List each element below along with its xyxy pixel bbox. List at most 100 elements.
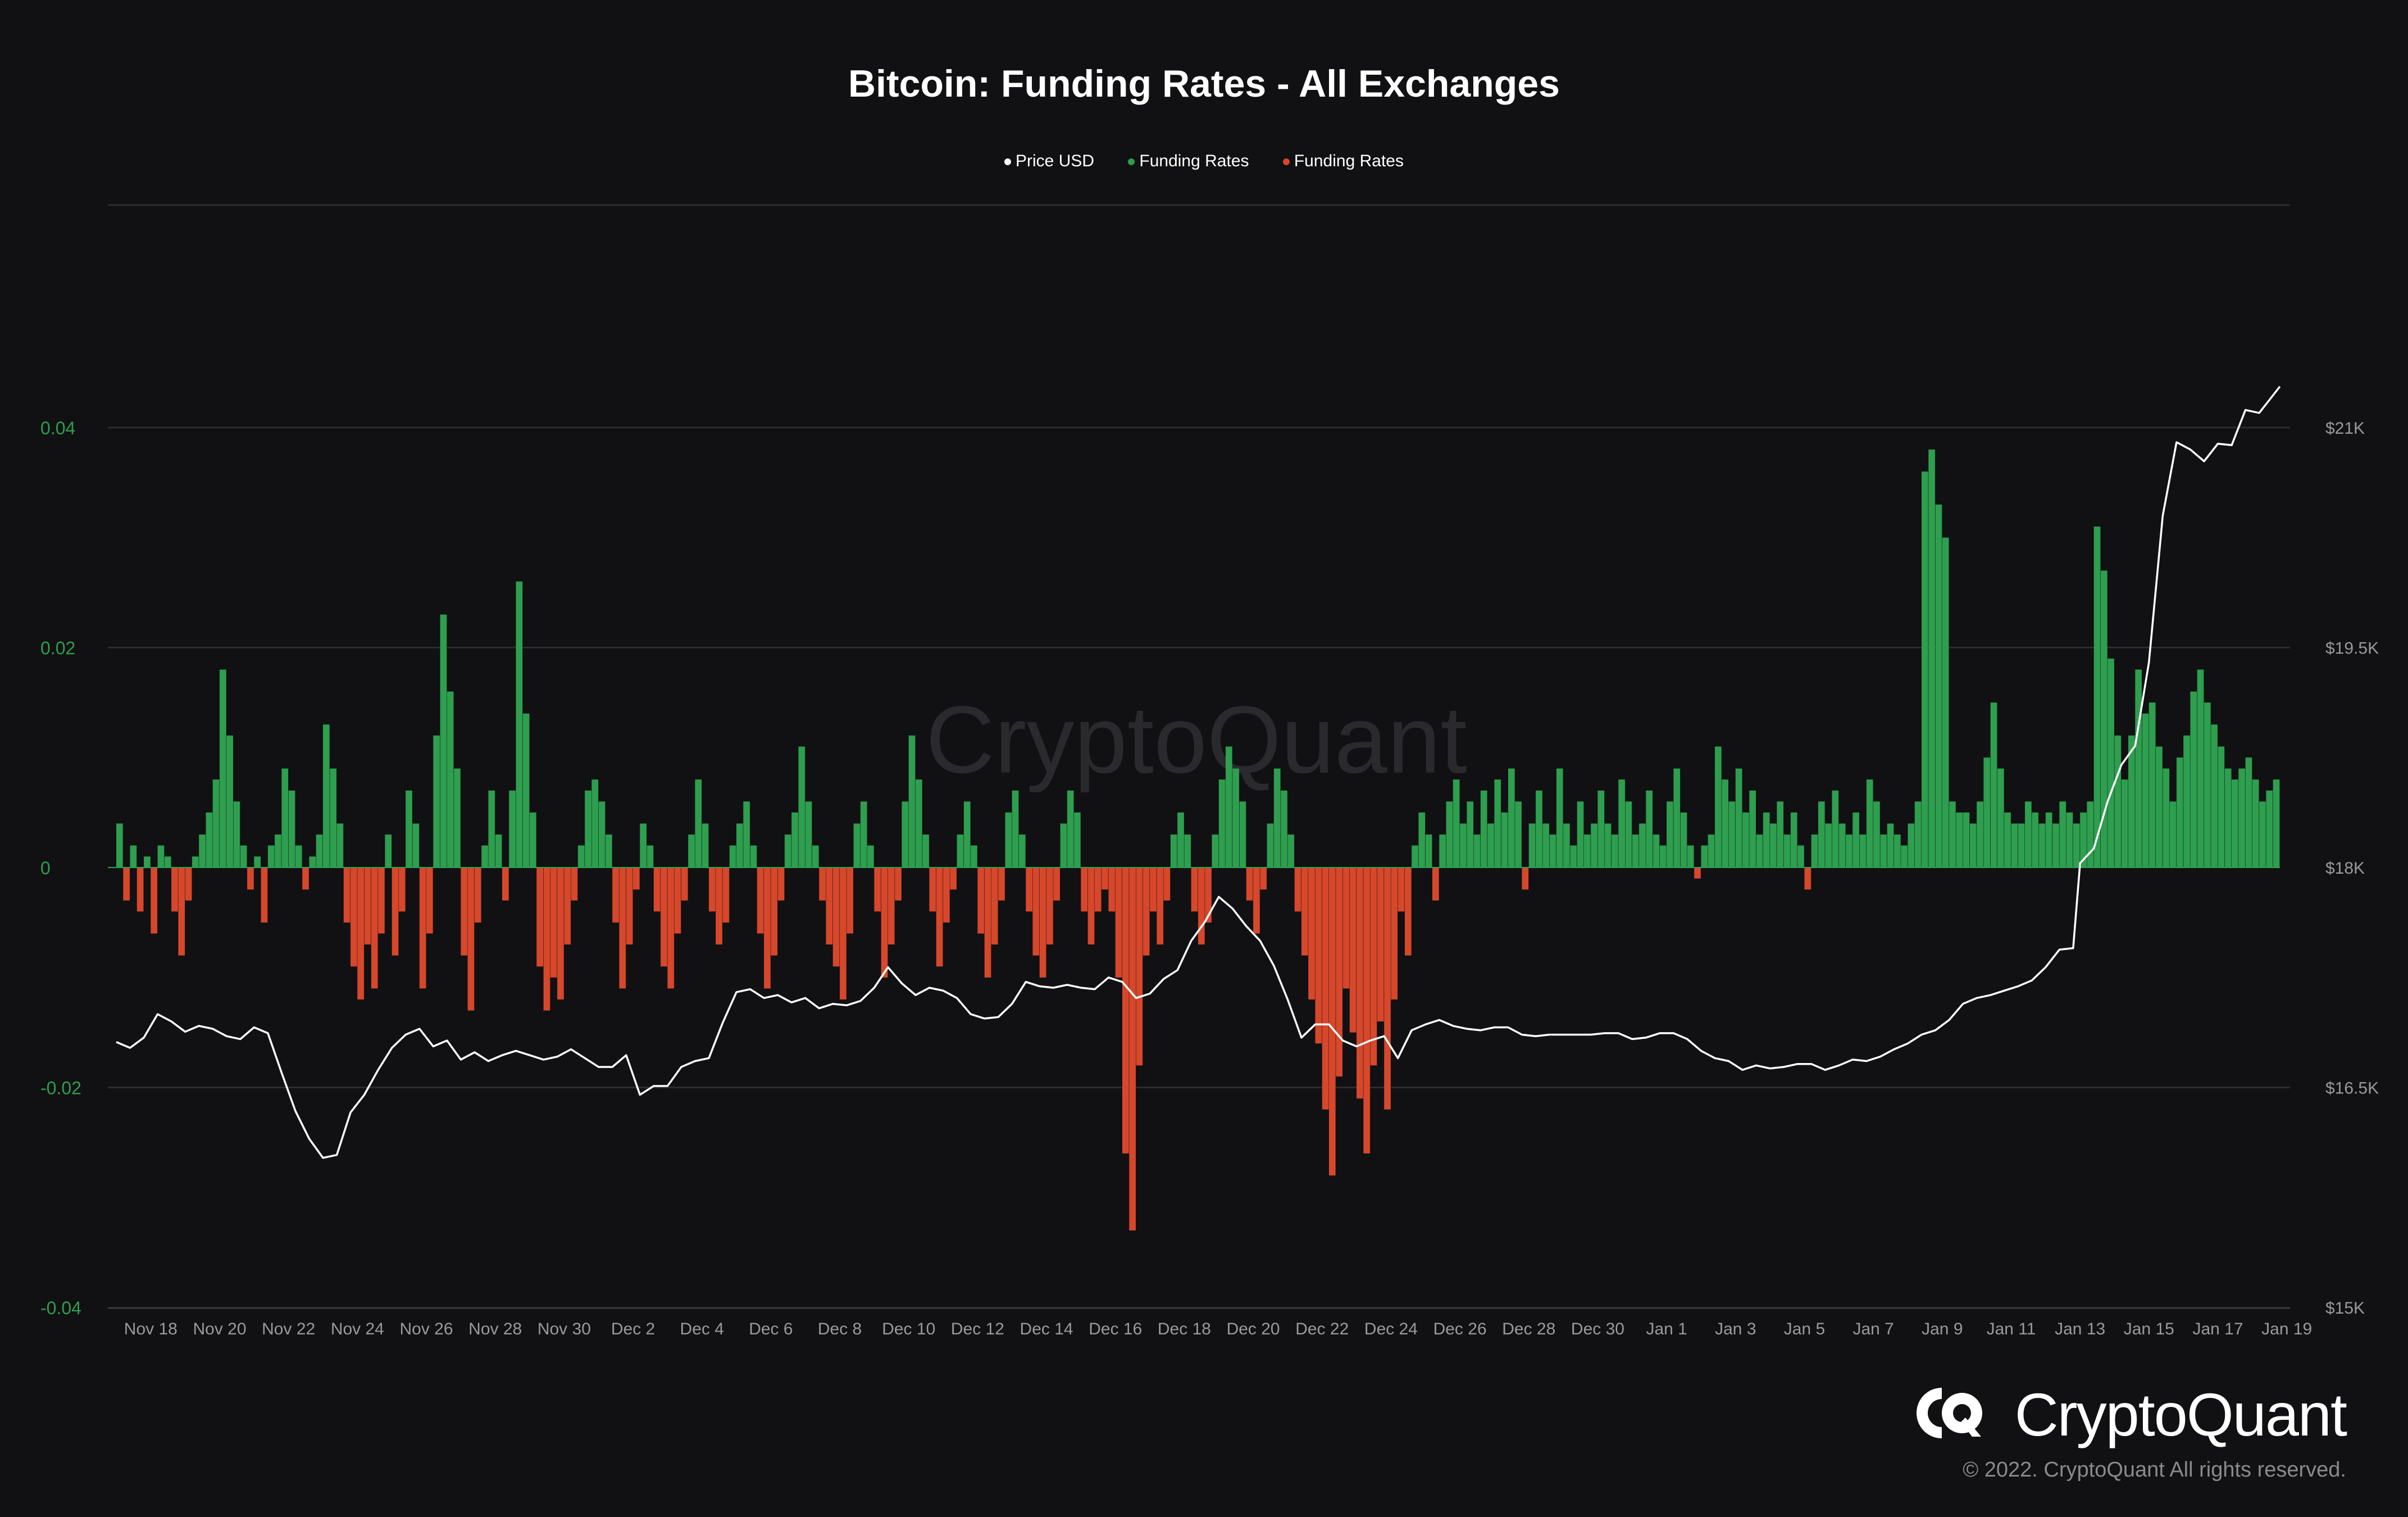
- legend-dot-price: [1004, 158, 1012, 166]
- funding-bar-positive: [233, 801, 240, 867]
- funding-bar-negative: [1087, 867, 1095, 944]
- funding-bar-positive: [729, 845, 736, 867]
- funding-bar-negative: [1357, 867, 1363, 1099]
- funding-bar-positive: [530, 812, 536, 867]
- funding-bar-negative: [1053, 867, 1060, 901]
- funding-bar-positive: [2004, 812, 2011, 867]
- funding-bar-negative: [1026, 867, 1032, 912]
- funding-bar-negative: [1205, 867, 1212, 923]
- legend-item-funding-positive[interactable]: Funding Rates: [1128, 152, 1249, 171]
- funding-bar-positive: [1508, 768, 1515, 867]
- y-axis-left: 0.04 0.02 0 -0.02 -0.04: [40, 418, 81, 1318]
- funding-bar-negative: [771, 867, 778, 956]
- y-right-tick-label: $16.5K: [2325, 1079, 2379, 1098]
- funding-bar-positive: [1687, 845, 1694, 867]
- x-tick-label: Dec 26: [1433, 1320, 1487, 1338]
- funding-bar-positive: [1728, 801, 1736, 867]
- funding-bar-negative: [1322, 867, 1329, 1110]
- funding-bar-positive: [1942, 537, 1949, 868]
- funding-bar-positive: [2169, 801, 2177, 867]
- legend-item-funding-negative[interactable]: Funding Rates: [1282, 152, 1404, 171]
- funding-bar-positive: [1735, 768, 1742, 867]
- logo-wordmark: CryptoQuant: [2014, 1380, 2347, 1448]
- funding-bar-negative: [171, 867, 178, 912]
- funding-bar-positive: [130, 845, 137, 867]
- funding-bar-negative: [151, 867, 157, 934]
- funding-bar-negative: [977, 867, 985, 934]
- funding-bar-positive: [2121, 779, 2128, 867]
- funding-bar-negative: [1694, 867, 1701, 879]
- funding-bar-positive: [585, 791, 591, 867]
- legend-label-funding-negative: Funding Rates: [1294, 152, 1404, 170]
- x-tick-label: Jan 7: [1852, 1320, 1893, 1338]
- funding-bar-negative: [1046, 867, 1053, 944]
- funding-bar-negative: [557, 867, 564, 1000]
- funding-bar-positive: [860, 801, 867, 867]
- funding-bar-positive: [1866, 779, 1873, 867]
- x-tick-label: Jan 9: [1922, 1320, 1963, 1338]
- funding-bar-negative: [371, 867, 378, 989]
- funding-bar-positive: [206, 812, 213, 867]
- funding-bar-positive: [212, 779, 220, 867]
- funding-bar-positive: [1838, 823, 1846, 867]
- funding-bar-negative: [950, 867, 957, 890]
- funding-bar-negative: [826, 867, 833, 944]
- funding-bar-positive: [406, 791, 412, 867]
- legend-dot-funding-positive: [1128, 158, 1135, 166]
- chart-gridlines: [108, 204, 2290, 1309]
- funding-bar-negative: [1398, 867, 1405, 912]
- funding-bar-positive: [1701, 845, 1708, 867]
- y-axis-right: $21K $19.5K $18K $16.5K $15K: [2325, 419, 2379, 1318]
- funding-bar-negative: [1101, 867, 1108, 890]
- funding-bar-negative: [819, 867, 826, 901]
- funding-bar-negative: [302, 867, 309, 890]
- funding-bar-positive: [1832, 791, 1839, 867]
- funding-bar-negative: [1163, 867, 1171, 901]
- funding-bar-negative: [1377, 867, 1384, 1021]
- funding-bar-positive: [902, 801, 909, 867]
- funding-bar-negative: [461, 867, 468, 956]
- funding-bar-positive: [2273, 779, 2280, 867]
- funding-bar-negative: [247, 867, 254, 890]
- funding-bar-negative: [1308, 867, 1315, 1000]
- funding-bar-positive: [922, 834, 929, 867]
- y-left-tick-label: 0.02: [40, 638, 75, 658]
- funding-bar-positive: [1749, 791, 1756, 867]
- cryptoquant-logo: CryptoQuant: [1914, 1379, 2347, 1448]
- funding-bar-positive: [1825, 823, 1832, 867]
- funding-bar-positive: [192, 856, 199, 867]
- funding-bar-positive: [591, 779, 599, 867]
- y-left-tick-label: -0.04: [40, 1298, 81, 1318]
- funding-bar-negative: [984, 867, 991, 978]
- funding-bar-positive: [1811, 834, 1818, 867]
- funding-bar-positive: [1446, 801, 1453, 867]
- funding-bar-positive: [1453, 779, 1460, 867]
- funding-bar-positive: [2232, 779, 2238, 867]
- funding-bar-negative: [846, 867, 853, 934]
- funding-bar-positive: [688, 834, 695, 867]
- x-tick-label: Dec 2: [611, 1320, 655, 1338]
- funding-bar-positive: [2038, 823, 2046, 867]
- funding-bar-positive: [2135, 669, 2142, 867]
- funding-bar-positive: [606, 834, 612, 867]
- funding-bar-negative: [1157, 867, 1164, 944]
- funding-bar-negative: [392, 867, 399, 956]
- chart-title: Bitcoin: Funding Rates - All Exchanges: [848, 62, 1560, 105]
- x-tick-label: Dec 6: [749, 1320, 793, 1338]
- funding-bar-negative: [123, 867, 130, 901]
- funding-bar-positive: [1473, 834, 1481, 867]
- funding-bar-negative: [757, 867, 764, 934]
- funding-bar-positive: [2156, 746, 2163, 867]
- funding-bar-positive: [1997, 768, 2004, 867]
- funding-bar-positive: [1977, 801, 1983, 867]
- funding-bar-negative: [764, 867, 771, 989]
- funding-bar-positive: [522, 714, 530, 867]
- x-tick-label: Dec 10: [882, 1320, 935, 1338]
- x-tick-label: Dec 4: [680, 1320, 724, 1338]
- funding-bar-negative: [185, 867, 192, 901]
- funding-bar-negative: [571, 867, 578, 901]
- funding-bar-negative: [716, 867, 722, 944]
- funding-bar-positive: [2224, 768, 2232, 867]
- legend-item-price[interactable]: Price USD: [1004, 152, 1094, 171]
- y-left-tick-label: 0.04: [40, 418, 75, 438]
